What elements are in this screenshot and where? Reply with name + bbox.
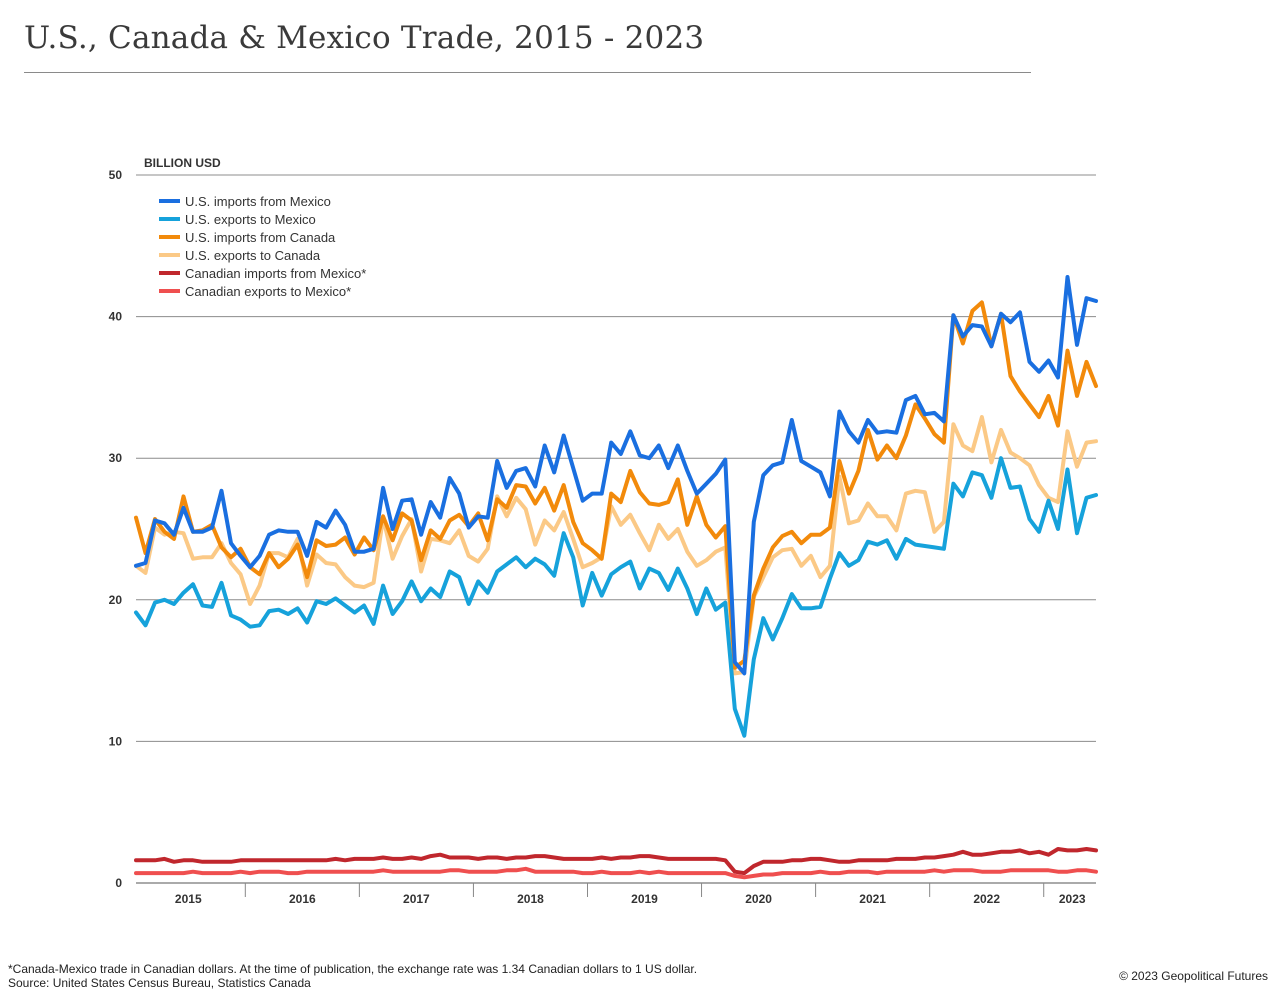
- series-lines: [136, 277, 1096, 877]
- x-axis-ticks: 2015 2016 2017 2018 2019 2020 2021 2022 2023: [175, 883, 1086, 906]
- y-tick-label: 40: [109, 310, 123, 324]
- x-tick-label: 2018: [517, 892, 544, 906]
- y-tick-label: 0: [115, 876, 122, 890]
- y-tick-label: 20: [109, 593, 123, 607]
- y-tick-label: 30: [109, 451, 123, 465]
- legend: U.S. imports from Mexico U.S. exports to …: [159, 194, 366, 299]
- y-tick-label: 50: [109, 168, 123, 182]
- series-line-0: [136, 277, 1096, 673]
- series-line-5: [136, 869, 1096, 878]
- x-tick-label: 2023: [1059, 892, 1086, 906]
- x-tick-label: 2016: [289, 892, 316, 906]
- footnote-block: *Canada-Mexico trade in Canadian dollars…: [8, 962, 697, 990]
- x-tick-label: 2020: [745, 892, 772, 906]
- footnote-text: *Canada-Mexico trade in Canadian dollars…: [8, 962, 697, 976]
- x-tick-label: 2017: [403, 892, 430, 906]
- legend-label: U.S. exports to Canada: [185, 248, 321, 263]
- x-tick-label: 2022: [973, 892, 1000, 906]
- y-tick-label: 10: [109, 734, 123, 748]
- source-text: Source: United States Census Bureau, Sta…: [8, 976, 697, 990]
- legend-label: U.S. imports from Canada: [185, 230, 336, 245]
- trade-line-chart: BILLION USD 0 10 20 30 40 50 2015 2016 2017 2018…: [0, 0, 1280, 993]
- x-tick-label: 2021: [859, 892, 886, 906]
- x-tick-label: 2015: [175, 892, 202, 906]
- x-tick-label: 2019: [631, 892, 658, 906]
- legend-label: U.S. exports to Mexico: [185, 212, 316, 227]
- y-axis-unit-label: BILLION USD: [144, 156, 221, 170]
- legend-label: Canadian exports to Mexico*: [185, 284, 351, 299]
- series-line-3: [136, 417, 1096, 673]
- y-axis-ticks: 0 10 20 30 40 50: [109, 168, 123, 890]
- copyright-text: © 2023 Geopolitical Futures: [1119, 969, 1268, 983]
- legend-label: Canadian imports from Mexico*: [185, 266, 366, 281]
- legend-label: U.S. imports from Mexico: [185, 194, 331, 209]
